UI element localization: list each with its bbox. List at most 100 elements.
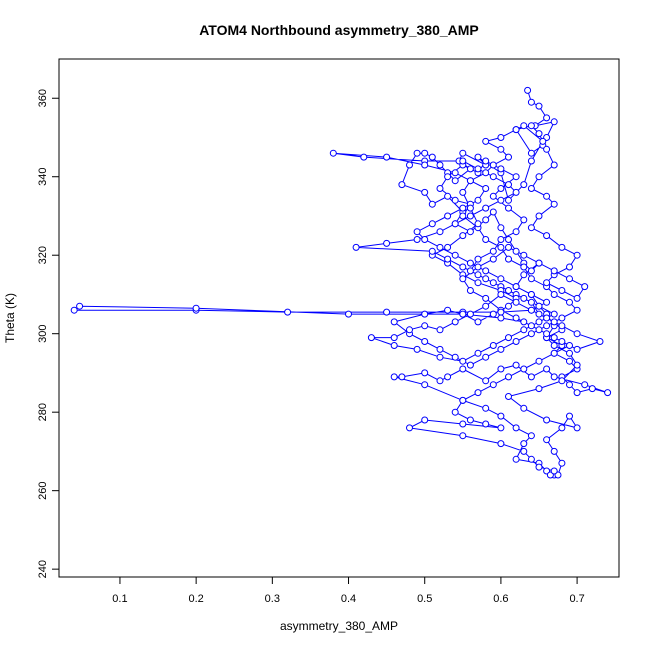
data-point: [421, 310, 429, 318]
data-point: [444, 243, 452, 251]
data-point: [482, 185, 490, 192]
data-point: [527, 455, 535, 463]
data-point: [505, 287, 512, 294]
data-point: [497, 134, 505, 141]
data-point: [520, 251, 528, 259]
data-point: [573, 345, 581, 353]
data-point: [489, 310, 497, 318]
data-point: [459, 212, 467, 220]
data-point: [573, 424, 581, 432]
x-tick-label: 0.2: [188, 593, 203, 605]
data-point: [581, 381, 589, 389]
data-point: [367, 334, 375, 342]
data-point: [436, 326, 444, 334]
data-point: [428, 220, 436, 228]
data-point: [489, 192, 497, 200]
data-point: [482, 420, 490, 428]
data-point: [550, 342, 558, 349]
data-point: [520, 271, 528, 279]
data-point: [413, 149, 421, 157]
data-point: [535, 173, 543, 181]
data-point: [550, 334, 558, 342]
data-point: [512, 228, 520, 236]
data-point: [497, 185, 505, 192]
data-point: [550, 118, 558, 126]
data-point: [520, 440, 528, 448]
data-point: [489, 381, 497, 389]
data-point: [466, 212, 474, 220]
data-point: [566, 357, 573, 365]
data-point: [520, 365, 528, 373]
x-tick-label: 0.5: [417, 593, 432, 605]
data-point: [489, 208, 497, 216]
data-point: [428, 153, 436, 161]
data-point: [390, 342, 398, 349]
chart-title: ATOM4 Northbound asymmetry_380_AMP: [199, 22, 479, 38]
data-point: [566, 298, 573, 306]
data-point: [390, 318, 398, 326]
data-point: [543, 436, 551, 444]
data-point: [512, 298, 520, 306]
data-point: [459, 149, 467, 157]
data-point: [474, 263, 482, 271]
data-point: [527, 373, 535, 381]
data-point: [466, 228, 474, 236]
x-axis: 0.1 0.2 0.3 0.4 0.5 0.6 0.7: [112, 576, 585, 605]
data-point: [573, 251, 581, 259]
data-point: [474, 389, 482, 397]
data-point: [497, 275, 505, 283]
data-point: [566, 412, 573, 420]
data-point: [527, 224, 535, 232]
data-point: [512, 188, 520, 196]
data-point: [512, 338, 520, 345]
data-point: [497, 224, 505, 232]
data-point: [451, 196, 459, 204]
data-point: [436, 353, 444, 361]
data-point: [466, 267, 474, 275]
data-point: [406, 161, 413, 169]
data-point: [459, 188, 467, 196]
data-point: [466, 165, 474, 173]
data-point: [70, 306, 78, 314]
data-point: [527, 330, 535, 338]
data-point: [383, 239, 391, 247]
data-point: [482, 236, 490, 243]
data-point: [520, 216, 528, 224]
data-point: [482, 353, 490, 361]
data-point: [524, 86, 532, 94]
data-point: [489, 161, 497, 169]
data-point: [497, 196, 505, 204]
data-point: [444, 255, 452, 263]
data-point: [520, 294, 528, 302]
data-point: [543, 365, 551, 373]
data-point: [398, 373, 406, 381]
data-point: [558, 322, 566, 330]
data-point: [421, 236, 429, 243]
data-point: [436, 161, 444, 169]
y-tick-label: 360: [37, 89, 49, 107]
data-point: [390, 373, 398, 381]
data-point: [535, 212, 543, 220]
data-point: [444, 306, 452, 314]
data-point: [505, 302, 512, 310]
data-point: [421, 161, 429, 169]
data-point: [444, 192, 452, 200]
data-point: [421, 381, 429, 389]
data-point: [550, 318, 558, 326]
data-point: [604, 389, 612, 397]
data-point: [558, 338, 566, 345]
data-point: [451, 220, 459, 228]
data-point: [459, 365, 467, 373]
data-point: [474, 318, 482, 326]
data-point: [497, 291, 505, 298]
data-point: [459, 263, 467, 271]
data-point: [520, 263, 528, 271]
data-point: [520, 318, 528, 326]
data-point: [558, 377, 566, 385]
data-point: [459, 157, 467, 165]
data-point: [459, 204, 467, 212]
data-point: [466, 310, 474, 318]
data-point: [543, 330, 551, 338]
data-point: [527, 267, 535, 275]
